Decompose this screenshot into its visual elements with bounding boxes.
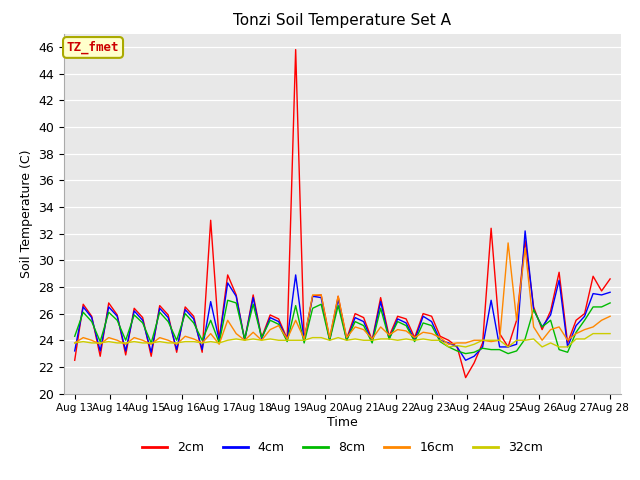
2cm	[139, 315, 147, 321]
16cm	[419, 329, 427, 335]
8cm	[71, 334, 79, 339]
16cm	[71, 340, 79, 346]
32cm	[445, 344, 452, 350]
Y-axis label: Soil Temperature (C): Soil Temperature (C)	[20, 149, 33, 278]
4cm	[292, 272, 300, 278]
8cm	[300, 340, 308, 346]
Line: 4cm: 4cm	[75, 231, 610, 360]
16cm	[377, 324, 385, 330]
2cm	[428, 313, 435, 319]
Line: 16cm: 16cm	[75, 243, 610, 344]
2cm	[71, 358, 79, 363]
2cm	[300, 337, 308, 343]
16cm	[343, 335, 351, 340]
4cm	[71, 348, 79, 354]
4cm	[462, 358, 470, 363]
2cm	[419, 311, 427, 316]
32cm	[419, 336, 427, 342]
4cm	[411, 337, 419, 343]
2cm	[377, 295, 385, 300]
8cm	[343, 337, 351, 343]
16cm	[300, 336, 308, 342]
8cm	[377, 305, 385, 311]
32cm	[334, 335, 342, 340]
32cm	[368, 337, 376, 343]
4cm	[521, 228, 529, 234]
8cm	[428, 323, 435, 328]
16cm	[606, 313, 614, 319]
Line: 32cm: 32cm	[75, 334, 610, 347]
Legend: 2cm, 4cm, 8cm, 16cm, 32cm: 2cm, 4cm, 8cm, 16cm, 32cm	[137, 436, 548, 459]
4cm	[139, 317, 147, 323]
16cm	[428, 331, 435, 336]
8cm	[606, 300, 614, 306]
32cm	[139, 340, 147, 346]
4cm	[419, 313, 427, 319]
32cm	[606, 331, 614, 336]
16cm	[147, 341, 155, 347]
32cm	[292, 337, 300, 343]
16cm	[97, 341, 104, 347]
8cm	[419, 320, 427, 326]
Title: Tonzi Soil Temperature Set A: Tonzi Soil Temperature Set A	[234, 13, 451, 28]
2cm	[343, 336, 351, 342]
4cm	[334, 296, 342, 302]
Line: 2cm: 2cm	[75, 49, 610, 378]
2cm	[606, 276, 614, 282]
8cm	[139, 320, 147, 326]
32cm	[71, 340, 79, 346]
Line: 8cm: 8cm	[75, 300, 610, 354]
4cm	[606, 289, 614, 295]
2cm	[462, 375, 470, 381]
32cm	[411, 337, 419, 343]
8cm	[462, 351, 470, 357]
2cm	[292, 47, 300, 52]
Text: TZ_fmet: TZ_fmet	[67, 41, 119, 54]
16cm	[504, 240, 512, 246]
X-axis label: Time: Time	[327, 416, 358, 429]
8cm	[224, 298, 232, 303]
4cm	[368, 339, 376, 345]
32cm	[589, 331, 597, 336]
